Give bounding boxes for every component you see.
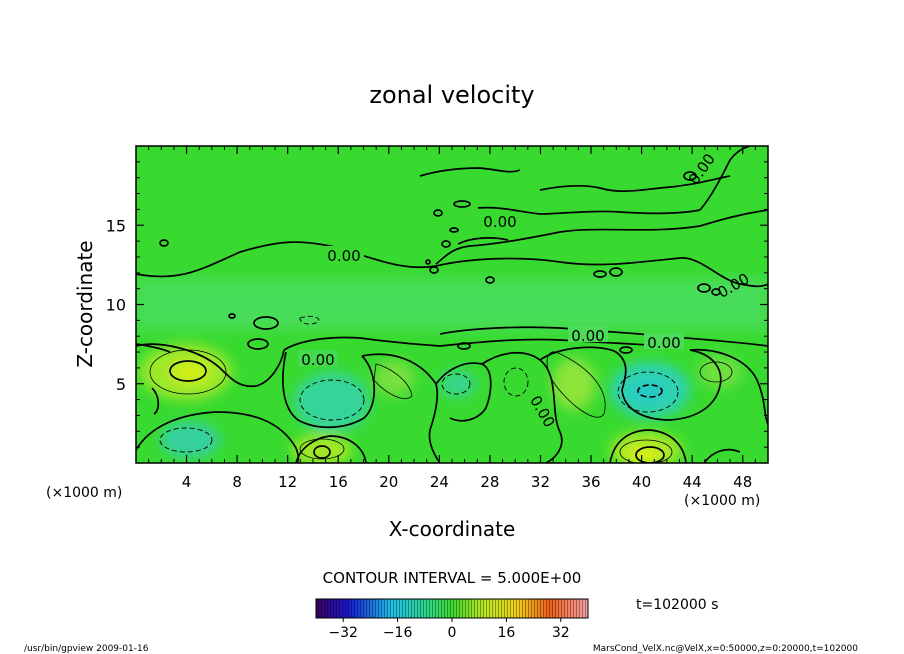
x-tick-label: 16	[329, 473, 348, 491]
x-tick-label: 28	[480, 473, 499, 491]
colorbar-ticks: −32 −16 0 16 32	[328, 618, 570, 641]
x-tick-label: 48	[733, 473, 752, 491]
x-axis-label: X-coordinate	[389, 517, 516, 541]
contour-label: 0.00	[301, 351, 334, 369]
y-tick-label: 5	[116, 375, 126, 394]
zero-contours	[136, 146, 768, 463]
colorbar-tick-label: 16	[497, 625, 515, 641]
footer-left: /usr/bin/gpview 2009-01-16	[24, 644, 149, 654]
contour-interval: CONTOUR INTERVAL = 5.000E+00	[323, 569, 582, 587]
plot-area: 0.00 0.00 0.00 0.00 0.00 0.00 0.00 0.00	[136, 146, 768, 463]
chart-title: zonal velocity	[369, 81, 534, 109]
contour-label: 0.00	[647, 334, 680, 352]
y-axis: 5 10 15	[106, 161, 768, 448]
x-unit-left: (×1000 m)	[46, 485, 122, 501]
negative-contours	[159, 315, 679, 453]
x-tick-label: 36	[581, 473, 600, 491]
x-tick-label: 8	[232, 473, 242, 491]
colorbar-tick-label: −32	[328, 625, 358, 641]
negative-core-contour	[637, 384, 663, 398]
x-tick-label: 32	[531, 473, 550, 491]
x-unit-right: (×1000 m)	[684, 493, 760, 509]
contour-label: 0.00	[483, 213, 516, 231]
y-tick-label: 15	[106, 216, 126, 235]
colorbar-tick-label: −16	[383, 625, 413, 641]
contour-label: 0.00	[327, 247, 360, 265]
colorbar	[315, 598, 589, 619]
field-shading	[136, 278, 768, 463]
x-tick-label: 4	[182, 473, 192, 491]
x-tick-label: 20	[379, 473, 398, 491]
x-tick-label: 12	[278, 473, 297, 491]
colorbar-tick-label: 0	[448, 625, 457, 641]
x-tick-label: 40	[632, 473, 651, 491]
y-tick-label: 10	[106, 296, 126, 315]
x-tick-label: 24	[430, 473, 449, 491]
x-tick-label: 44	[683, 473, 702, 491]
colorbar-tick-label: 32	[552, 625, 570, 641]
time-label: t=102000 s	[636, 597, 718, 613]
x-axis: 4 8 12 16 20 24 28 32 36 40 44 48	[148, 146, 756, 491]
footer-right: MarsCond_VelX.nc@VelX,x=0:50000,z=0:2000…	[593, 644, 858, 654]
y-axis-label: Z-coordinate	[73, 240, 97, 367]
contour-label: 0.00	[571, 327, 604, 345]
